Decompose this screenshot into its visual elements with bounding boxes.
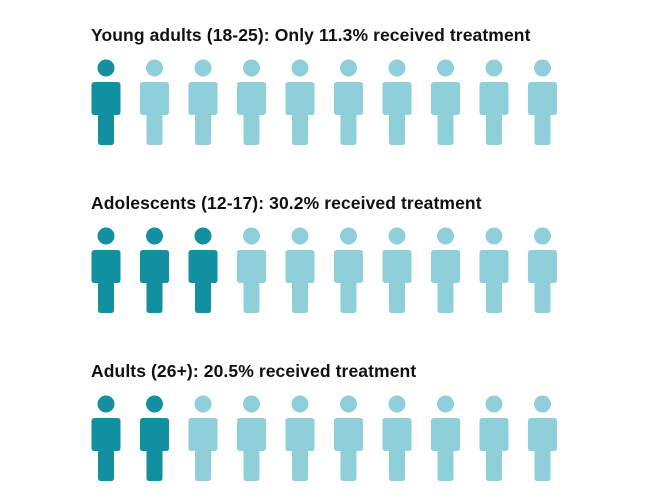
person-icon [285,227,315,313]
person-icon [479,395,509,481]
pictograph-row-adolescents [91,227,557,313]
person-icon [528,395,557,481]
person-icon [431,227,460,313]
person-icon [188,59,218,145]
person-icon [479,59,509,145]
pictograph-row-young-adults [91,59,557,145]
person-icon [382,395,412,481]
person-icon [285,395,315,481]
person-icon [382,227,412,313]
person-icon-treated [188,227,218,313]
person-icon [285,59,315,145]
person-icon [382,59,412,145]
person-icon [334,59,363,145]
person-icon-treated [91,227,121,313]
group-title-adults: Adults (26+): 20.5% received treatment [91,361,417,381]
person-icon-treated [140,395,169,481]
person-icon [528,59,557,145]
group-title-young-adults: Young adults (18-25): Only 11.3% receive… [91,25,531,45]
person-icon [334,227,363,313]
person-icon-treated [91,59,121,145]
person-icon [479,227,509,313]
person-icon [237,227,266,313]
person-icon-treated [91,395,121,481]
pictograph-row-adults [91,395,557,481]
person-icon [237,395,266,481]
person-icon [188,395,218,481]
person-icon [431,395,460,481]
person-icon-treated [140,227,169,313]
person-icon [140,59,169,145]
person-icon [528,227,557,313]
person-icon [334,395,363,481]
person-icon [237,59,266,145]
group-title-adolescents: Adolescents (12-17): 30.2% received trea… [91,193,482,213]
person-icon [431,59,460,145]
